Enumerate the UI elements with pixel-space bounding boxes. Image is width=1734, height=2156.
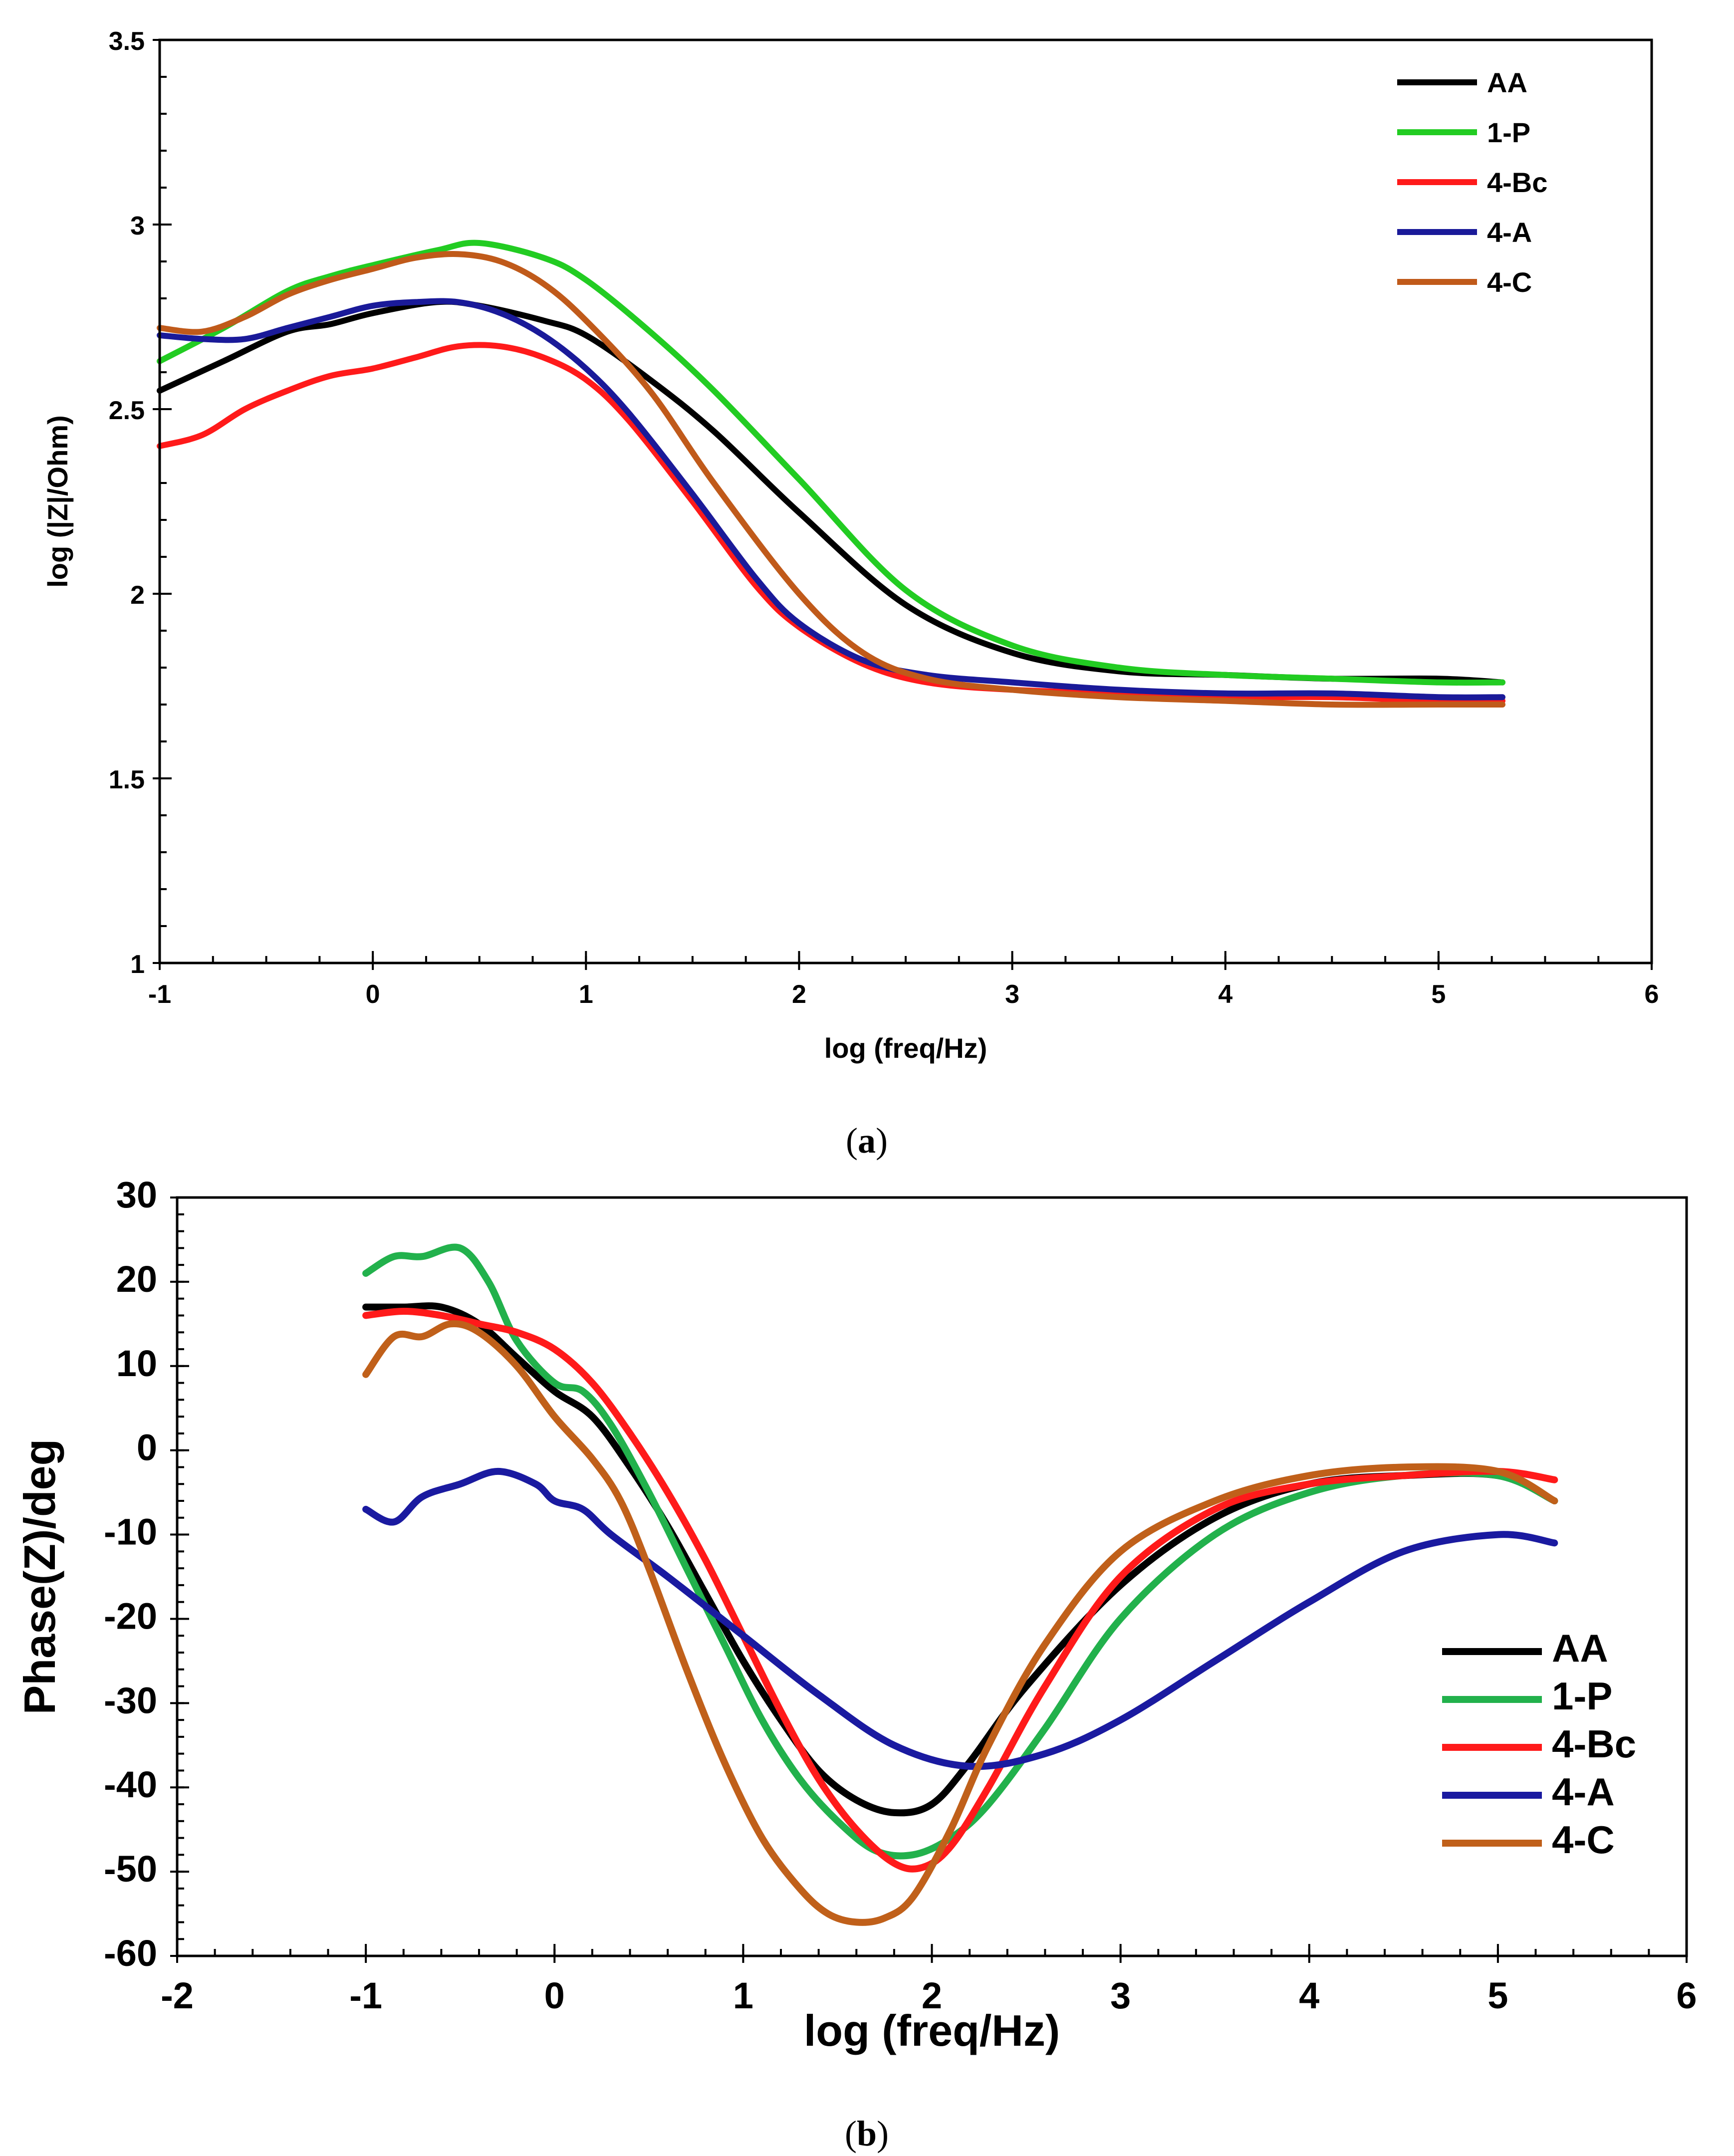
series-line-4-Bc	[157, 342, 1505, 705]
x-tick-label: 0	[544, 1975, 565, 2016]
y-tick-label: -50	[104, 1848, 157, 1890]
y-tick-label: -10	[104, 1511, 157, 1553]
chart-a-plot-frame	[158, 38, 1653, 964]
y-tick-label: 30	[116, 1174, 157, 1215]
chart-a-legend: AA 1-P 4-Bc 4-A 4-C	[1397, 67, 1547, 298]
x-tick-label: 5	[1431, 980, 1446, 1009]
series-line-AA	[362, 1302, 1558, 1817]
y-tick-label: -20	[104, 1595, 157, 1637]
x-tick-label: 3	[1005, 980, 1019, 1009]
x-tick-label: 6	[1676, 1975, 1697, 2016]
x-tick-label: -2	[161, 1975, 194, 2016]
x-tick-label: 1	[733, 1975, 753, 2016]
x-tick-label: 3	[1110, 1975, 1131, 2016]
y-tick-label: 3	[130, 212, 145, 240]
y-tick-label: -30	[104, 1679, 157, 1721]
x-tick-label: 1	[579, 980, 593, 1009]
y-tick-label: 1	[130, 950, 145, 979]
series-line-4-A	[157, 298, 1505, 701]
y-tick-label: 2.5	[109, 396, 145, 425]
legend-label-4-A: 4-A	[1487, 217, 1532, 248]
y-tick-label: 20	[116, 1258, 157, 1300]
y-tick-label: -40	[104, 1764, 157, 1805]
series-line-1-P	[362, 1243, 1558, 1860]
x-tick-label: 6	[1645, 980, 1659, 1009]
chart-a-caption-letter: a	[858, 1121, 876, 1161]
x-tick-label: -1	[349, 1975, 382, 2016]
x-tick-label: 2	[792, 980, 806, 1009]
chart-b-series-group	[362, 1243, 1558, 1926]
legend-label-4-C: 4-C	[1487, 266, 1532, 298]
chart-a-caption: (a)	[846, 1121, 888, 1161]
chart-b-plot-frame	[176, 1196, 1688, 1957]
legend-label-4-Bc: 4-Bc	[1487, 167, 1547, 198]
series-line-4-C	[362, 1320, 1558, 1926]
chart-a-ticks: 1 1.5 2 2.5 3 3.5 -1 0 1 2 3 4 5 6	[109, 27, 1659, 1009]
chart-b-y-axis-title: Phase(Z)/deg	[15, 1439, 64, 1715]
legend-label-4-A: 4-A	[1552, 1770, 1615, 1814]
series-line-1-P	[157, 240, 1505, 686]
chart-a-y-axis-title: log (|Z|/Ohm)	[42, 415, 74, 588]
y-tick-label: 2	[130, 581, 145, 610]
legend-label-AA: AA	[1552, 1626, 1608, 1670]
legend-label-1-P: 1-P	[1487, 117, 1530, 148]
series-line-4-C	[157, 250, 1505, 708]
series-line-4-Bc	[362, 1308, 1558, 1873]
legend-label-AA: AA	[1487, 67, 1527, 98]
y-tick-label: 10	[116, 1343, 157, 1384]
y-tick-label: 1.5	[109, 765, 145, 794]
chart-a-x-axis-title: log (freq/Hz)	[824, 1032, 988, 1064]
chart-a-magnitude: 1 1.5 2 2.5 3 3.5 -1 0 1 2 3 4 5 6 AA 1-P 4-Bc 4-A 4-C lo…	[42, 27, 1659, 1161]
chart-b-caption-letter: b	[857, 2114, 877, 2154]
series-line-4-A	[362, 1467, 1558, 1770]
y-tick-label: -60	[104, 1932, 157, 1974]
chart-b-x-axis-title: log (freq/Hz)	[804, 2006, 1060, 2055]
chart-b-legend: AA1-P4-Bc4-A4-C	[1442, 1626, 1636, 1862]
y-tick-label: 0	[137, 1427, 157, 1468]
legend-label-1-P: 1-P	[1552, 1674, 1612, 1718]
x-tick-label: 2	[922, 1975, 942, 2016]
x-tick-label: 5	[1487, 1975, 1508, 2016]
y-tick-label: 3.5	[109, 27, 145, 56]
x-tick-label: 0	[366, 980, 380, 1009]
legend-label-4-C: 4-C	[1552, 1818, 1615, 1862]
x-tick-label: 4	[1299, 1975, 1319, 2016]
legend-label-4-Bc: 4-Bc	[1552, 1722, 1636, 1766]
chart-a-series-group	[157, 240, 1505, 708]
x-tick-label: 4	[1218, 980, 1233, 1009]
x-tick-label: -1	[148, 980, 171, 1009]
chart-b-caption: (b)	[845, 2114, 889, 2154]
